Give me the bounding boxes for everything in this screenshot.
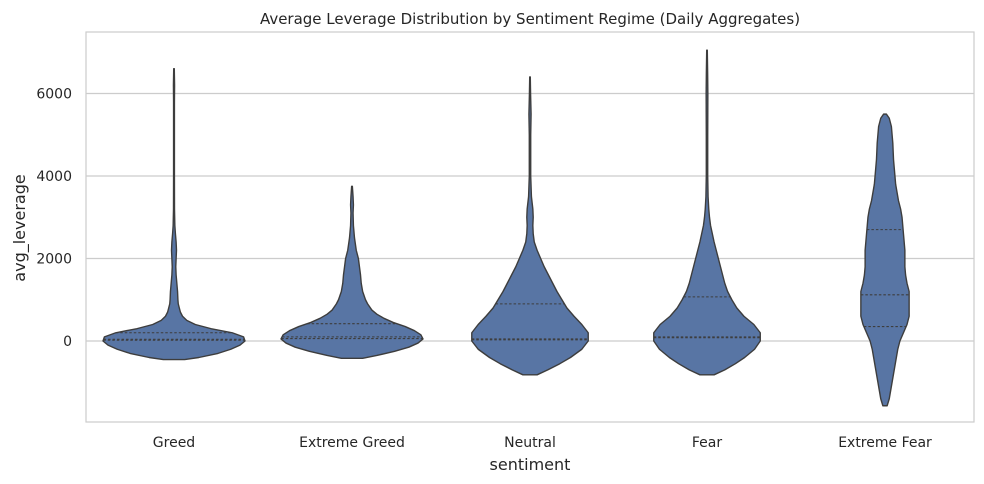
violin-extreme-greed	[280, 185, 424, 360]
y-tick-label: 0	[63, 334, 72, 350]
x-tick-labels: Greed Extreme Greed Neutral Fear Extreme Fea…	[153, 435, 932, 451]
y-tick-label: 6000	[36, 87, 72, 103]
y-tick-labels: 0 2000 4000 6000	[36, 87, 72, 351]
violin-extreme-fear	[860, 113, 910, 407]
x-tick-label: Neutral	[504, 435, 556, 451]
violin-neutral	[471, 76, 589, 376]
violin-layer	[102, 49, 910, 407]
violin-greed	[102, 68, 246, 361]
x-tick-label: Extreme Greed	[299, 435, 405, 451]
chart-title: Average Leverage Distribution by Sentime…	[260, 10, 800, 28]
x-axis-label: sentiment	[490, 455, 571, 474]
plot-area-frame	[85, 31, 975, 423]
x-tick-label: Extreme Fear	[838, 435, 932, 451]
x-tick-label: Fear	[692, 435, 722, 451]
y-tick-label: 2000	[36, 252, 72, 268]
y-axis-label: avg_leverage	[10, 174, 30, 281]
x-tick-label: Greed	[153, 435, 195, 451]
y-tick-label: 4000	[36, 169, 72, 185]
violin-fear	[653, 49, 761, 376]
